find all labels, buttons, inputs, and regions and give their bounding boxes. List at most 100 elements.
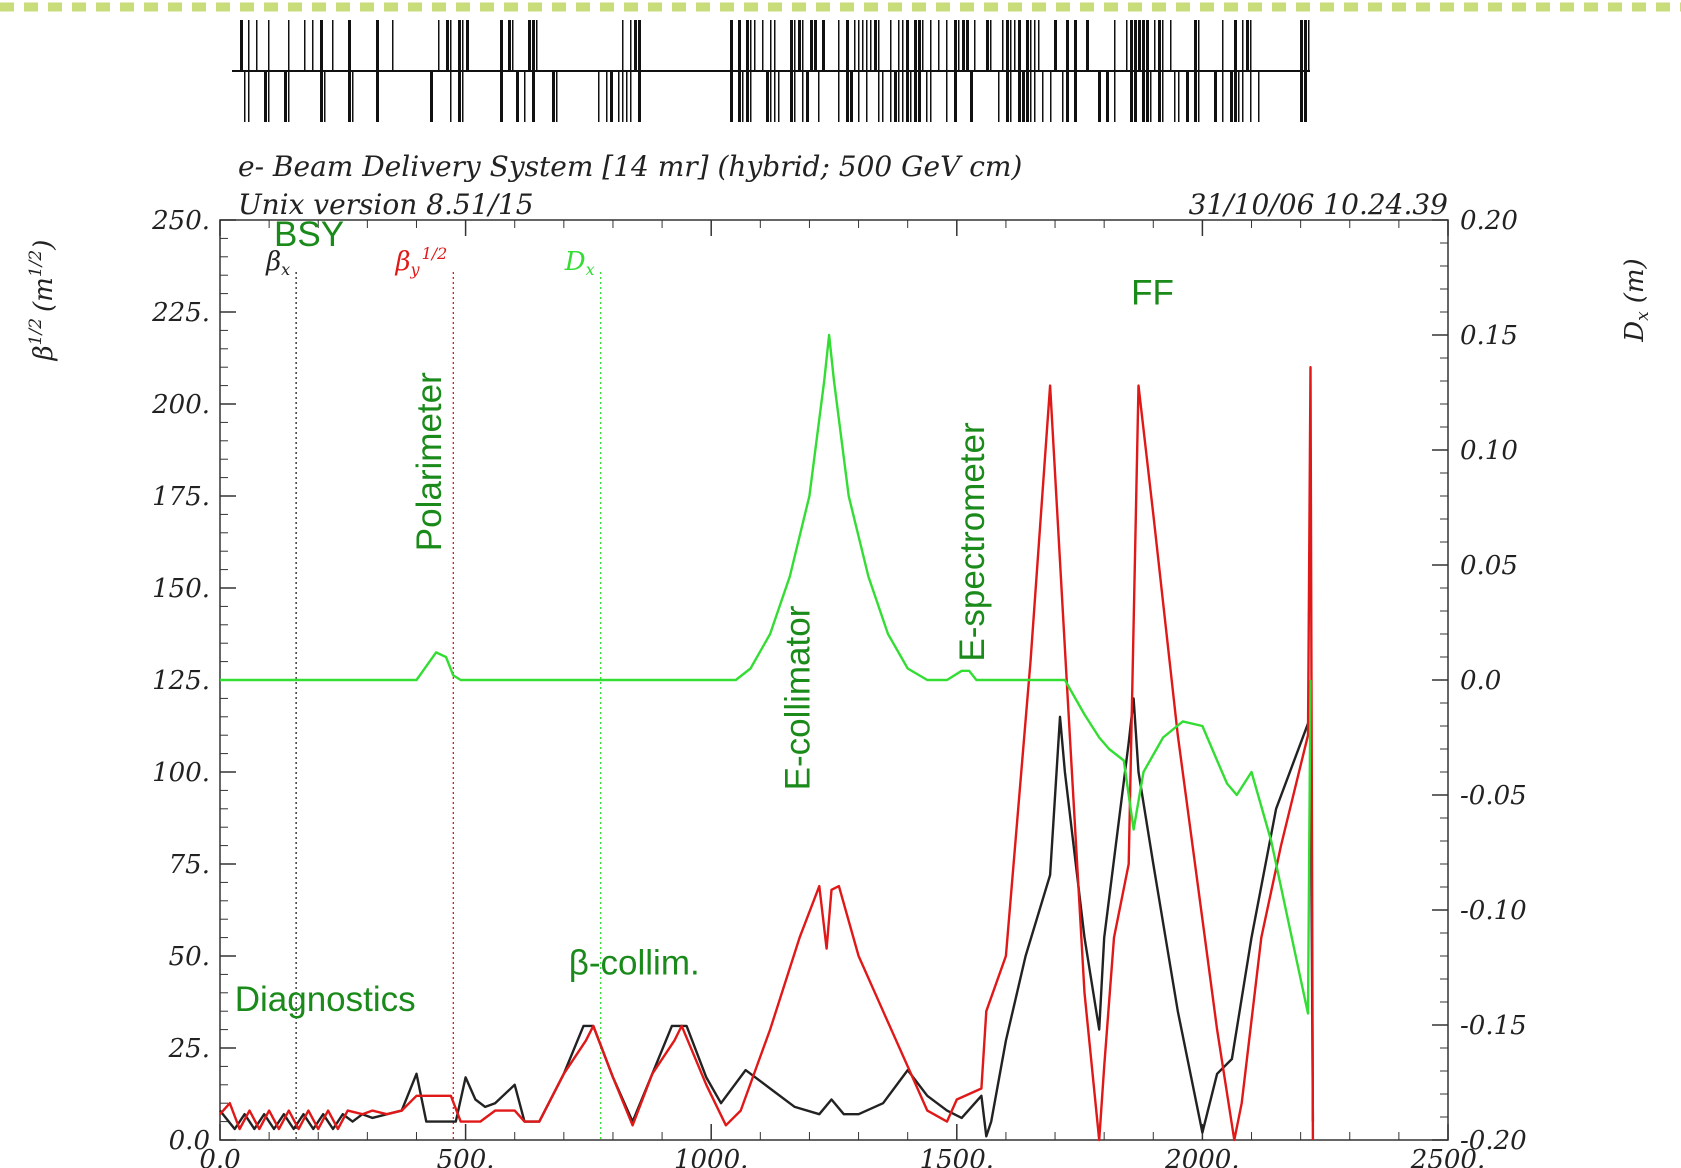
beamline-element bbox=[770, 20, 772, 122]
beamline-element bbox=[622, 20, 624, 122]
beamline-element bbox=[332, 20, 334, 71]
beamline-element bbox=[312, 20, 314, 71]
series-line-βy bbox=[219, 366, 1315, 1142]
beamline-element bbox=[1300, 20, 1303, 122]
beamline-element bbox=[598, 71, 600, 122]
legend-labels: βx βy1/2 Dx bbox=[265, 244, 595, 279]
beamline-element bbox=[870, 20, 872, 71]
beamline-element bbox=[1034, 20, 1036, 122]
beamline-element bbox=[552, 71, 555, 122]
svg-text:Dx(m): Dx (m) bbox=[1620, 258, 1653, 342]
beamline-element bbox=[1238, 71, 1240, 122]
beamline-element bbox=[822, 20, 825, 71]
beamline-element bbox=[1154, 20, 1156, 71]
beamline-element bbox=[1250, 20, 1252, 122]
beamline-element bbox=[450, 20, 452, 122]
beamline-element bbox=[878, 20, 880, 122]
beamline-element bbox=[304, 20, 306, 71]
beamline-element bbox=[774, 20, 776, 122]
beamline-element bbox=[806, 71, 809, 122]
beamline-element bbox=[1178, 71, 1180, 122]
beamline-element bbox=[750, 20, 752, 122]
beamline-element bbox=[862, 20, 864, 71]
beamline-element bbox=[610, 71, 613, 122]
annotation-label: FF bbox=[1131, 274, 1174, 313]
left-tick-label: 225. bbox=[151, 298, 210, 328]
beamline-element bbox=[1050, 71, 1052, 122]
annotation-label: E-collimator bbox=[778, 605, 817, 790]
annotation-label: Diagnostics bbox=[235, 980, 416, 1019]
beamline-element bbox=[1066, 20, 1069, 122]
beamline-element bbox=[730, 20, 733, 122]
beamline-element bbox=[630, 20, 632, 122]
beamline-element bbox=[1222, 20, 1224, 122]
beamline-element bbox=[1214, 71, 1217, 122]
beamline-element bbox=[446, 20, 449, 71]
beamline-element bbox=[288, 20, 290, 122]
beamline-element bbox=[1308, 20, 1310, 71]
beamline-element bbox=[1242, 20, 1244, 122]
legend-label: βy1/2 bbox=[394, 244, 447, 279]
beamline-element bbox=[638, 20, 641, 122]
x-tick-label: 1000. bbox=[674, 1145, 748, 1168]
axes-group: 0.0 25. 50. 75. 100. 125. 150. 175. 200. 225. 250.… bbox=[151, 206, 1527, 1168]
beamline-element bbox=[240, 20, 243, 71]
beamline-element bbox=[268, 20, 270, 122]
beamline-element bbox=[606, 71, 608, 122]
legend-label: βx bbox=[265, 247, 290, 279]
beamline-element bbox=[954, 20, 957, 122]
beamline-element bbox=[352, 71, 354, 122]
beamline-element bbox=[1146, 20, 1149, 122]
beamline-element bbox=[1074, 20, 1077, 122]
right-tick-label: -0.05 bbox=[1460, 781, 1527, 811]
beamline-element bbox=[818, 71, 820, 122]
right-tick-label: -0.20 bbox=[1460, 1126, 1527, 1156]
beamline-element bbox=[766, 71, 769, 122]
version-label: Unix version 8.51/15 bbox=[238, 188, 534, 221]
beamline-element bbox=[754, 20, 756, 71]
left-tick-label: 150. bbox=[152, 574, 210, 604]
beamline-element bbox=[1114, 20, 1116, 122]
right-tick-label: -0.15 bbox=[1460, 1011, 1527, 1041]
x-tick-label: 0.0 bbox=[199, 1145, 240, 1168]
annotation-label: E-spectrometer bbox=[953, 422, 992, 662]
right-axis-title-sub: x bbox=[1633, 311, 1653, 321]
beamline-element bbox=[1138, 20, 1141, 71]
beamline-element bbox=[762, 20, 764, 71]
right-tick-label: 0.0 bbox=[1460, 666, 1501, 696]
beamline-element bbox=[430, 71, 433, 122]
beamline-element bbox=[348, 20, 351, 122]
beamline-element bbox=[958, 20, 960, 71]
right-tick-label: 0.20 bbox=[1460, 206, 1518, 236]
right-axis-title-main: D bbox=[1620, 321, 1650, 343]
beamline-element bbox=[1022, 71, 1025, 122]
beamline-element bbox=[814, 20, 817, 71]
beamline-element bbox=[256, 20, 258, 71]
beamline-element bbox=[802, 20, 804, 122]
x-tick-label: 2000. bbox=[1164, 1145, 1239, 1168]
left-axis-title-sup: 1/2 bbox=[26, 318, 46, 345]
beamline-element bbox=[1246, 20, 1249, 71]
left-axis-title-main: β bbox=[29, 345, 59, 361]
beamline-element bbox=[466, 20, 469, 71]
beamline-element bbox=[1062, 71, 1064, 122]
beamline-element bbox=[1170, 20, 1172, 71]
left-tick-label: 175. bbox=[152, 482, 210, 512]
right-tick-label: 0.15 bbox=[1460, 321, 1518, 351]
beamline-element bbox=[1150, 71, 1152, 122]
beamline-element bbox=[264, 71, 267, 122]
beamline-element bbox=[930, 20, 932, 122]
beamline-element bbox=[926, 71, 928, 122]
beamline-element bbox=[922, 20, 924, 71]
svg-text:β1/2(m1/2): β1/2(m1/2) bbox=[26, 240, 59, 362]
beamline-element bbox=[1234, 20, 1237, 122]
beamline-element bbox=[850, 71, 853, 122]
beamline-element bbox=[508, 20, 511, 71]
beamline-element bbox=[986, 20, 989, 71]
left-tick-label: 100. bbox=[152, 758, 210, 788]
right-tick-label: 0.05 bbox=[1460, 551, 1518, 581]
left-axis-title-close: ) bbox=[29, 240, 59, 251]
beamline-element bbox=[742, 71, 744, 122]
left-axis-title-unit: (m bbox=[29, 277, 59, 312]
